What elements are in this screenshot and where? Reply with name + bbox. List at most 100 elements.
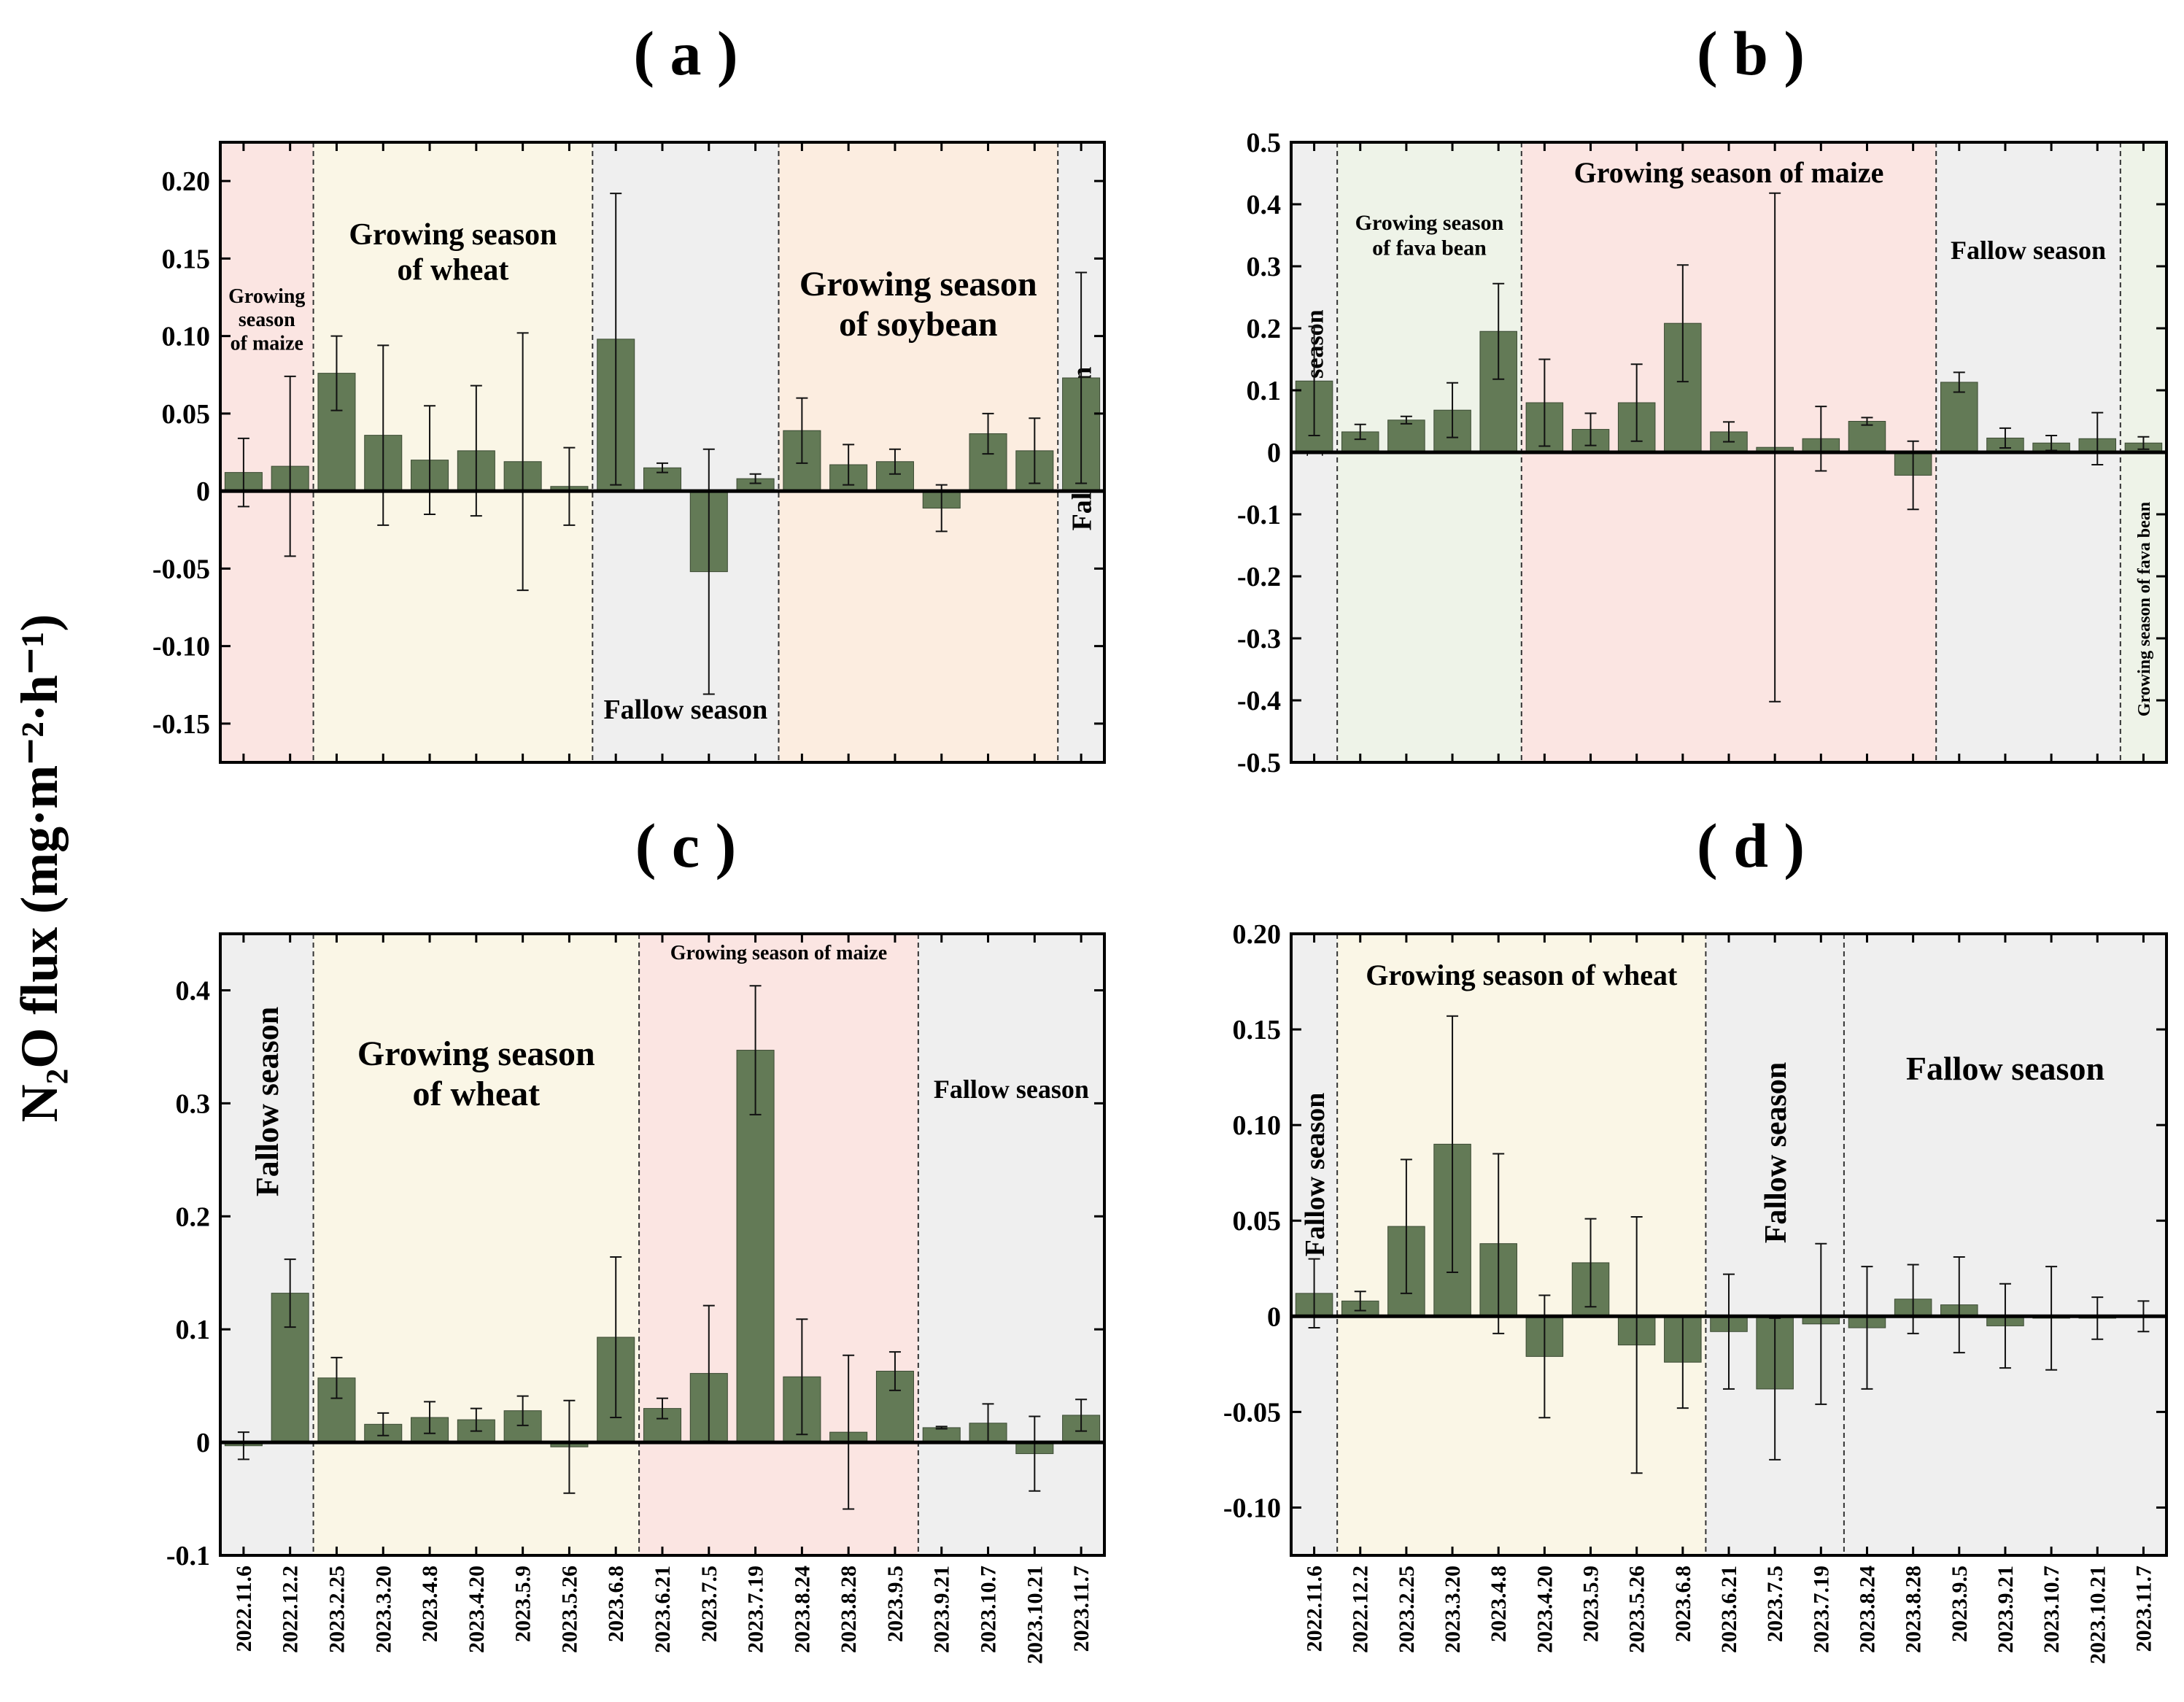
y-tick-label: -0.10 xyxy=(1223,1493,1281,1523)
season-label-line: of maize xyxy=(231,332,303,355)
x-tick-label: 2023.10.7 xyxy=(977,1566,1001,1653)
x-tick-label: 2023.10.21 xyxy=(2086,1566,2110,1664)
x-tick-label: 2023.10.21 xyxy=(1023,1566,1047,1664)
bar-2023.9.21 xyxy=(922,1427,961,1443)
error-bar-2023.3.20 xyxy=(377,1412,390,1436)
season-label-line: Growing season of wheat xyxy=(1366,959,1678,991)
x-tick-label: 2023.6.21 xyxy=(1717,1566,1741,1653)
x-tick-label: 2023.11.7 xyxy=(2131,1566,2156,1652)
error-bar-2023.4.20 xyxy=(1538,358,1551,447)
error-bar-2022.11.6 xyxy=(1308,325,1320,437)
error-bar-2022.12.2 xyxy=(284,1258,296,1328)
error-bar-2023.9.5 xyxy=(1953,1256,1965,1354)
error-bar-2023.10.7 xyxy=(2045,1266,2058,1371)
error-bar-2023.6.8 xyxy=(1676,264,1689,383)
season-band xyxy=(313,934,640,1555)
season-label: Growing season of fava bean xyxy=(2135,502,2154,716)
error-bar-2023.7.19 xyxy=(1815,406,1827,472)
error-bar-2023.10.7 xyxy=(982,412,994,455)
y-tick-label: 0 xyxy=(196,1428,210,1458)
error-bar-2023.4.8 xyxy=(1492,282,1505,380)
y-tick-label: 0.4 xyxy=(176,975,211,1006)
season-label-line: of soybean xyxy=(839,305,997,344)
season-label-line: Fallow season xyxy=(603,695,767,725)
x-tick-label: 2023.3.20 xyxy=(1441,1566,1465,1653)
panel-d: ( d ) Fallow season Growing season of whea… xyxy=(1223,811,2168,1664)
season-label: Fallow season xyxy=(934,1075,1089,1104)
x-tick-label: 2023.8.28 xyxy=(1902,1566,1926,1653)
x-tick-label: 2023.2.25 xyxy=(1395,1566,1419,1653)
error-bar-2023.8.28 xyxy=(1907,1264,1919,1334)
season-label: Growing season of maize xyxy=(1574,156,1884,189)
season-label-line: Fallow season xyxy=(1951,236,2106,265)
error-bar-2023.5.9 xyxy=(1584,1218,1597,1308)
panel-title-c: ( c ) xyxy=(635,811,736,881)
x-tick-label: 2023.7.19 xyxy=(744,1566,768,1653)
x-tick-label: 2023.7.5 xyxy=(1763,1566,1787,1642)
y-tick-label: 0.5 xyxy=(1247,128,1282,158)
error-bar-2023.8.24 xyxy=(1861,1266,1873,1390)
x-tick-label: 2023.9.21 xyxy=(1994,1566,2018,1653)
x-tick-label: 2023.4.8 xyxy=(418,1566,442,1642)
y-tick-label: 0.15 xyxy=(162,244,211,274)
error-bar-2023.8.28 xyxy=(843,1354,855,1510)
season-label: Fallow season xyxy=(603,695,767,725)
error-bar-2023.11.7 xyxy=(1075,271,1088,484)
error-bar-2022.12.2 xyxy=(1354,1291,1366,1312)
y-tick-label: 0.2 xyxy=(1247,314,1282,344)
error-bar-2022.11.6 xyxy=(237,1431,249,1461)
season-label: Growing season of soybean xyxy=(799,265,1037,344)
season-band xyxy=(220,142,314,762)
error-bar-2022.12.2 xyxy=(1354,423,1366,441)
x-tick-label: 2023.6.8 xyxy=(1671,1566,1695,1642)
season-label: Growing season of wheat xyxy=(349,218,557,287)
error-bar-2023.9.5 xyxy=(888,1351,901,1391)
season-band xyxy=(1705,934,1844,1555)
error-bar-2023.6.21 xyxy=(657,462,668,473)
y-tick-label: 0 xyxy=(1267,1301,1281,1332)
y-tick-label: 0.10 xyxy=(162,322,211,352)
error-bar-2023.2.25 xyxy=(1400,415,1412,425)
x-tick-label: 2023.6.21 xyxy=(651,1566,675,1653)
error-bar-2023.5.26 xyxy=(563,446,576,526)
error-bar-2023.11.7 xyxy=(1075,1399,1088,1432)
y-tick-label: 0.05 xyxy=(162,399,211,430)
error-bar-2023.8.28 xyxy=(843,444,855,486)
season-label-line: Fallow season xyxy=(934,1075,1089,1104)
bar-2023.9.5 xyxy=(1940,382,1978,453)
season-label-line: season xyxy=(239,309,295,331)
season-label: Fallow season xyxy=(1300,1093,1331,1257)
error-bar-2023.4.8 xyxy=(424,1401,436,1434)
x-tick-label: 2023.9.5 xyxy=(1948,1566,1972,1642)
error-bar-2023.5.9 xyxy=(516,332,529,592)
error-bar-2023.8.24 xyxy=(796,397,808,464)
y-tick-label: -0.2 xyxy=(1237,562,1281,592)
x-tick-label: 2023.9.21 xyxy=(930,1566,954,1653)
season-label: Growing season of maize xyxy=(228,285,305,355)
season-label-line: of wheat xyxy=(413,1075,541,1113)
season-label-line: Growing season of maize xyxy=(670,942,887,964)
y-tick-label: 0.3 xyxy=(176,1088,211,1119)
season-band xyxy=(639,934,918,1555)
season-band xyxy=(1843,934,2166,1555)
error-bar-2023.7.19 xyxy=(1815,1242,1827,1405)
error-bar-2023.7.19 xyxy=(749,473,762,484)
error-bar-2023.3.20 xyxy=(377,344,390,526)
error-bar-2023.5.9 xyxy=(516,1395,529,1426)
x-tick-label: 2023.7.5 xyxy=(697,1566,721,1642)
error-bar-2023.9.21 xyxy=(1999,427,2011,449)
y-tick-label: 0 xyxy=(1267,438,1281,468)
x-tick-label: 2023.5.9 xyxy=(1579,1566,1603,1642)
y-tick-label: -0.3 xyxy=(1237,624,1281,654)
y-tick-label: -0.15 xyxy=(152,709,210,740)
error-bar-2023.9.21 xyxy=(935,1426,948,1430)
x-tick-label: 2023.5.26 xyxy=(557,1566,581,1653)
error-bar-2022.12.2 xyxy=(284,375,296,557)
season-label-line: of wheat xyxy=(398,253,509,287)
x-tick-label: 2023.11.7 xyxy=(1069,1566,1093,1652)
error-bar-2023.5.26 xyxy=(1630,363,1643,442)
season-label-line: Growing season xyxy=(799,265,1037,303)
panel-title-d: ( d ) xyxy=(1697,811,1805,881)
season-label: Fallow season xyxy=(1759,1062,1793,1244)
error-bar-2023.4.20 xyxy=(470,384,482,517)
